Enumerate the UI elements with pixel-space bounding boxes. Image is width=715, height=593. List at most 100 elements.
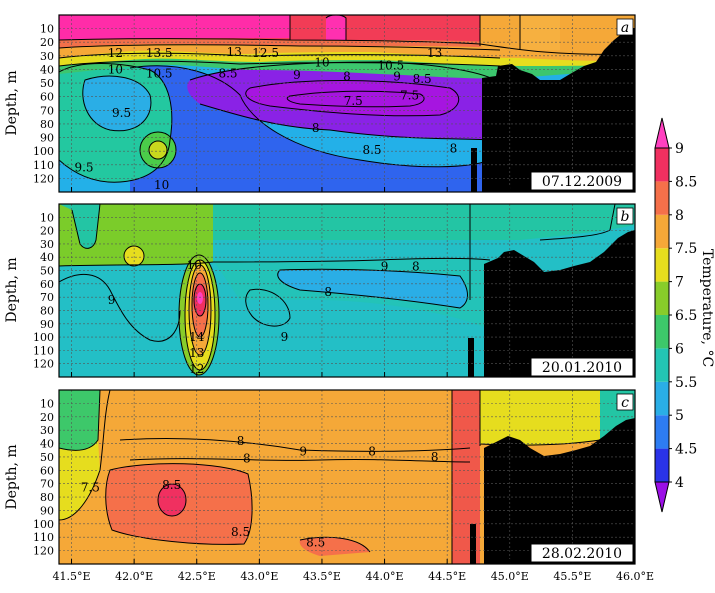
colorbar-segment [655, 281, 669, 315]
panel-c-letter: c [621, 395, 629, 411]
contour-label: 8 [450, 141, 458, 155]
colorbar-tick-label: 8 [675, 208, 684, 224]
contour-label: 10 [314, 56, 329, 70]
y-tick-label: 30 [40, 50, 54, 63]
panel-a-letter: a [621, 20, 629, 36]
x-tick-label: 46.0°E [616, 570, 654, 583]
x-tick-label: 43.5°E [303, 570, 341, 583]
colorbar-segment [655, 214, 669, 249]
y-tick-label: 110 [33, 344, 54, 357]
y-tick-label: 120 [33, 358, 54, 371]
colorbar-segment [655, 181, 669, 215]
contour-label: 10 [187, 258, 202, 272]
land-mask-b [484, 230, 635, 377]
y-axis-label-a: Depth, m [4, 70, 20, 135]
contour-label: 9 [299, 445, 307, 459]
x-tick-label: 42.5°E [178, 570, 216, 583]
contour-labels-a: 12 13.5 13 12.5 10 10.5 13 10 10.5 8.5 9 8 9 8.5 9.5 7.… [74, 45, 457, 192]
y-tick-label: 80 [40, 491, 54, 504]
colorbar: 4 4.5 5 5.5 6 6.5 7 7.5 8 8.5 9 [654, 117, 697, 513]
colorbar-tick-label: 7.5 [675, 241, 697, 257]
x-tick-label: 45.0°E [491, 570, 529, 583]
panel-b-date: 20.01.2010 [542, 360, 622, 376]
contour-label: 8 [243, 451, 251, 465]
contour-label: 10 [108, 62, 123, 76]
y-tick-label: 90 [40, 504, 54, 517]
y-tick-label: 40 [40, 438, 54, 451]
y-tick-label: 80 [40, 118, 54, 131]
contour-labels-b: 10 9 9 8 9 8 14 13 12 [108, 258, 420, 376]
y-tick-label: 100 [33, 331, 54, 344]
contour-label: 9 [381, 260, 389, 274]
contour-label: 9 [281, 330, 289, 344]
y-tick-label: 60 [40, 91, 54, 104]
y-tick-label: 70 [40, 478, 54, 491]
x-tick-label: 42.0°E [115, 570, 153, 583]
contour-label: 9.5 [74, 160, 93, 174]
colorbar-tick-label: 5.5 [675, 375, 697, 391]
colorbar-segment [655, 415, 669, 449]
panel-b-letter: b [621, 209, 630, 225]
x-tick-label: 43.0°E [240, 570, 278, 583]
contour-label: 8.5 [306, 536, 325, 550]
y-tick-label: 10 [40, 211, 54, 224]
contour-label: 8 [343, 69, 351, 83]
y-tick-label: 60 [40, 464, 54, 477]
y-tick-label: 100 [33, 518, 54, 531]
x-tick-label: 44.0°E [366, 570, 404, 583]
contour-label: 8.5 [218, 67, 237, 81]
y-tick-label: 50 [40, 77, 54, 90]
contour-label: 7.5 [400, 88, 419, 102]
contour-label: 8 [431, 450, 439, 464]
contour-label: 13 [189, 346, 204, 360]
contour-label: 8 [237, 434, 245, 448]
y-tick-label: 10 [40, 397, 54, 410]
y-tick-label: 40 [40, 251, 54, 264]
y-tick-label: 60 [40, 278, 54, 291]
y-tick-label: 70 [40, 104, 54, 117]
contour-label: 14 [189, 330, 205, 344]
y-tick-label: 20 [40, 36, 54, 49]
y-tick-label: 120 [33, 545, 54, 558]
colorbar-max-arrow [654, 117, 670, 149]
x-tick-label: 44.5°E [428, 570, 466, 583]
colorbar-segment [655, 448, 669, 482]
colorbar-tick-label: 6 [675, 341, 684, 357]
contour-label: 12 [108, 46, 123, 60]
y-axis-label-b: Depth, m [4, 257, 20, 322]
contour-label: 13.5 [146, 46, 173, 60]
y-tick-label: 70 [40, 291, 54, 304]
colorbar-label: Temperature, °C [699, 249, 715, 367]
panel-c-date: 28.02.2010 [542, 546, 622, 562]
contour-label: 8.5 [162, 478, 181, 492]
contour-label: 7.5 [81, 481, 100, 495]
panel-a: 12 13.5 13 12.5 10 10.5 13 10 10.5 8.5 9 8 9 8.5 9.5 7.… [58, 14, 636, 193]
colorbar-segment [655, 148, 669, 182]
colorbar-tick-label: 5 [675, 408, 684, 424]
y-tick-label: 100 [33, 145, 54, 158]
colorbar-tick-label: 6.5 [675, 308, 697, 324]
x-tick-label: 45.5°E [553, 570, 591, 583]
contour-label: 9 [393, 69, 401, 83]
contour-label: 13 [427, 46, 442, 60]
contour-label: 12 [189, 362, 204, 376]
y-tick-label: 40 [40, 63, 54, 76]
contour-label: 8 [368, 445, 376, 459]
colorbar-min-arrow [654, 481, 670, 513]
contour-label: 7.5 [344, 94, 363, 108]
contour-label: 8.5 [413, 72, 432, 86]
colorbar-segment [655, 248, 669, 282]
contour-label: 8 [324, 285, 332, 299]
y-tick-label: 110 [33, 159, 54, 172]
contour-labels-c: 7.5 8.5 8 8 9 8 8 8.5 8.5 [81, 434, 439, 550]
y-tick-label: 20 [40, 411, 54, 424]
colorbar-segment [655, 381, 669, 416]
y-tick-label: 10 [40, 23, 54, 36]
y-tick-label: 90 [40, 132, 54, 145]
contour-label: 9 [108, 293, 116, 307]
contour-label: 10.5 [146, 67, 173, 81]
y-tick-label: 20 [40, 225, 54, 238]
y-tick-label: 30 [40, 238, 54, 251]
colorbar-segment [655, 315, 669, 349]
